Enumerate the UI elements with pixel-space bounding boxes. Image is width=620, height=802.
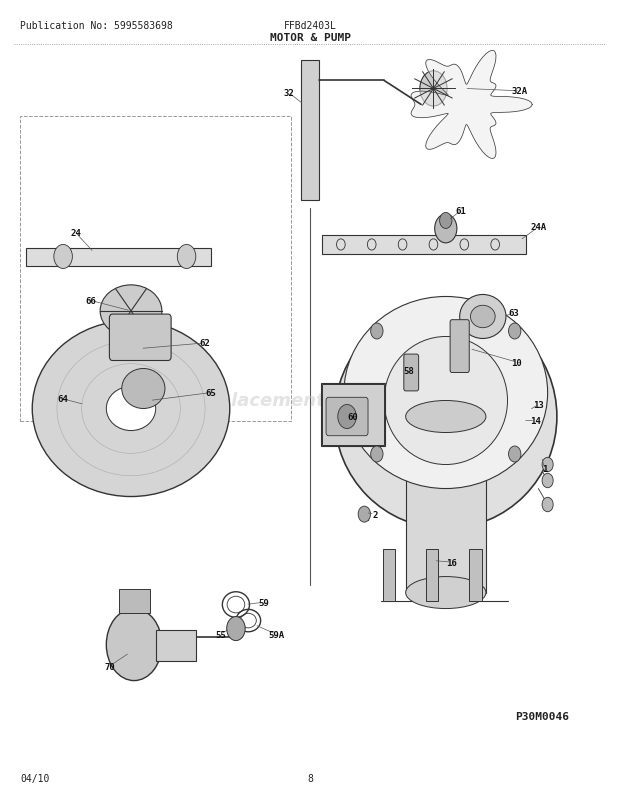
Text: 66: 66 bbox=[86, 297, 96, 306]
Bar bbox=[469, 549, 482, 601]
Ellipse shape bbox=[344, 297, 547, 489]
Ellipse shape bbox=[335, 305, 557, 529]
Text: 55: 55 bbox=[215, 630, 226, 639]
Circle shape bbox=[435, 215, 457, 244]
Ellipse shape bbox=[106, 387, 156, 431]
Bar bbox=[405, 417, 486, 593]
Bar bbox=[383, 549, 395, 601]
Text: 70: 70 bbox=[104, 662, 115, 670]
Text: 60: 60 bbox=[348, 412, 358, 422]
Text: 13: 13 bbox=[533, 400, 544, 410]
Text: 65: 65 bbox=[206, 388, 216, 398]
Text: 32A: 32A bbox=[512, 87, 528, 96]
Circle shape bbox=[338, 405, 356, 429]
Circle shape bbox=[371, 447, 383, 463]
FancyBboxPatch shape bbox=[404, 354, 418, 391]
Bar bbox=[426, 549, 438, 601]
Ellipse shape bbox=[32, 321, 230, 497]
Circle shape bbox=[420, 71, 447, 107]
Circle shape bbox=[440, 213, 452, 229]
Bar bbox=[301, 61, 319, 201]
Bar bbox=[321, 383, 385, 447]
Circle shape bbox=[177, 245, 196, 269]
Text: 61: 61 bbox=[456, 206, 467, 215]
Ellipse shape bbox=[459, 295, 506, 339]
Ellipse shape bbox=[106, 609, 162, 681]
Text: 8: 8 bbox=[307, 773, 313, 783]
Ellipse shape bbox=[405, 577, 486, 609]
Bar bbox=[118, 589, 149, 613]
Circle shape bbox=[508, 323, 521, 339]
Text: 24: 24 bbox=[70, 229, 81, 237]
FancyBboxPatch shape bbox=[450, 320, 469, 373]
FancyBboxPatch shape bbox=[109, 314, 171, 361]
Text: FFBd2403L: FFBd2403L bbox=[283, 22, 337, 31]
Text: 59: 59 bbox=[259, 598, 269, 607]
Circle shape bbox=[542, 498, 553, 512]
Text: 16: 16 bbox=[446, 558, 458, 567]
Circle shape bbox=[358, 507, 371, 522]
Text: 62: 62 bbox=[200, 339, 210, 348]
Text: 58: 58 bbox=[404, 367, 414, 375]
Ellipse shape bbox=[405, 401, 486, 433]
Bar bbox=[156, 630, 196, 661]
Text: 24A: 24A bbox=[530, 223, 546, 232]
Circle shape bbox=[54, 245, 73, 269]
Circle shape bbox=[508, 447, 521, 463]
Text: 59A: 59A bbox=[268, 630, 284, 639]
Bar bbox=[26, 249, 211, 267]
Text: 63: 63 bbox=[508, 309, 519, 318]
Text: 1: 1 bbox=[542, 464, 547, 473]
Circle shape bbox=[227, 617, 245, 641]
Text: Publication No: 5995583698: Publication No: 5995583698 bbox=[20, 22, 172, 31]
Text: 04/10: 04/10 bbox=[20, 773, 49, 783]
Text: 14: 14 bbox=[530, 416, 541, 426]
Ellipse shape bbox=[122, 369, 165, 409]
Text: ReplacementParts.com: ReplacementParts.com bbox=[193, 392, 427, 410]
Ellipse shape bbox=[471, 306, 495, 328]
Text: 2: 2 bbox=[372, 510, 378, 519]
Text: 10: 10 bbox=[512, 358, 522, 367]
Text: MOTOR & PUMP: MOTOR & PUMP bbox=[270, 34, 350, 43]
Bar bbox=[322, 236, 526, 255]
Bar bbox=[20, 117, 291, 421]
Circle shape bbox=[542, 474, 553, 488]
FancyBboxPatch shape bbox=[326, 398, 368, 436]
Circle shape bbox=[371, 323, 383, 339]
Ellipse shape bbox=[384, 337, 508, 465]
Polygon shape bbox=[411, 51, 532, 160]
Bar bbox=[322, 385, 384, 445]
Circle shape bbox=[542, 458, 553, 472]
Ellipse shape bbox=[100, 286, 162, 338]
Text: 64: 64 bbox=[58, 395, 68, 404]
Text: P30M0046: P30M0046 bbox=[515, 711, 569, 721]
Text: 32: 32 bbox=[283, 89, 294, 98]
